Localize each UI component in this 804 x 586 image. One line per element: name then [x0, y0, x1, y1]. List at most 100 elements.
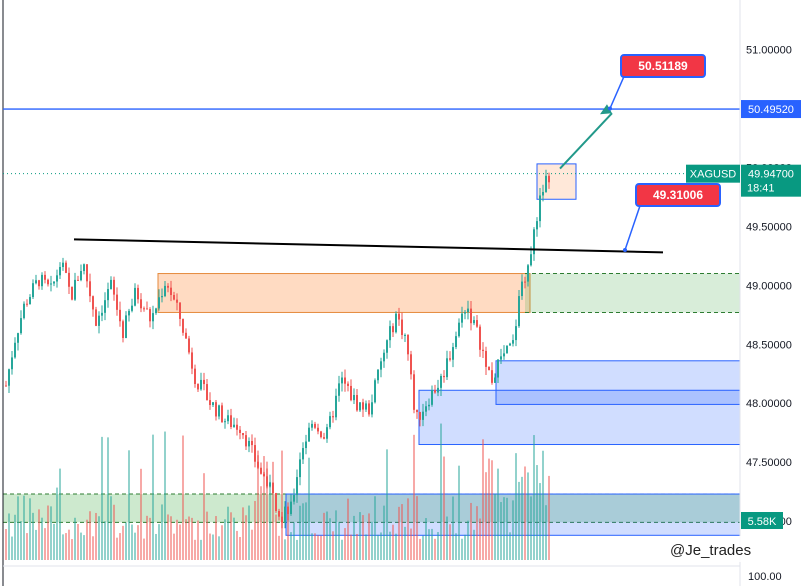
candle-body-94	[287, 506, 289, 515]
candle-body-79	[242, 432, 244, 436]
candle-body-52	[161, 296, 163, 298]
volume-bar-33	[104, 521, 106, 560]
candle-body-32	[101, 312, 103, 316]
candle-body-117	[356, 395, 358, 411]
volume-bar-65	[200, 539, 202, 560]
volume-bar-56	[173, 533, 175, 560]
volume-bar-160	[485, 472, 487, 560]
price-tag-value: 49.94700	[748, 169, 794, 181]
volume-bar-21	[68, 529, 70, 560]
volume-bar-150	[455, 533, 457, 560]
candle-body-54	[167, 285, 169, 288]
volume-bar-35	[110, 496, 112, 560]
blue-zone-1	[495, 360, 741, 405]
volume-bar-17	[56, 487, 58, 560]
volume-bar-36	[113, 504, 115, 560]
zones-layer	[3, 163, 741, 536]
candle-body-84	[257, 461, 259, 468]
volume-bar-161	[488, 458, 490, 560]
candle-body-56	[173, 295, 175, 300]
volume-bar-130	[395, 533, 397, 560]
volume-bar-154	[467, 520, 469, 560]
candle-body-174	[527, 265, 529, 282]
volume-tag	[741, 512, 783, 529]
volume-bar-79	[242, 507, 244, 560]
volume-bar-51	[158, 524, 160, 560]
candle-body-35	[110, 279, 112, 290]
candle-body-166	[503, 353, 505, 357]
volume-bar-129	[392, 524, 394, 560]
demand-zone-upper	[525, 273, 740, 313]
candle-body-57	[176, 299, 178, 303]
volume-bar-162	[491, 460, 493, 560]
candle-body-4	[17, 333, 19, 343]
candle-body-3	[14, 342, 16, 358]
target-callout-anchor	[608, 106, 612, 111]
candle-body-73	[224, 421, 226, 423]
demand-zone-lower	[3, 494, 740, 523]
volume-bar-34	[107, 437, 109, 560]
volume-bar-112	[341, 539, 343, 560]
candle-body-74	[227, 415, 229, 422]
target-callout-label: 50.51189	[638, 59, 688, 73]
volume-bar-94	[287, 513, 289, 560]
volume-bar-155	[470, 502, 472, 560]
volume-bar-153	[464, 534, 466, 560]
volume-bar-172	[521, 476, 523, 560]
volume-bar-140	[425, 518, 427, 560]
volume-bar-20	[65, 533, 67, 560]
volume-bar-106	[323, 512, 325, 560]
candle-body-119	[362, 402, 364, 410]
volume-bar-156	[473, 529, 475, 560]
candle-body-13	[44, 274, 46, 280]
volume-bar-4	[17, 496, 19, 560]
candle-body-44	[137, 287, 139, 300]
symbol-tag	[686, 164, 740, 183]
candle-body-120	[365, 403, 367, 410]
candle-body-153	[464, 312, 466, 314]
volume-bar-74	[227, 506, 229, 560]
volume-bar-98	[299, 505, 301, 560]
volume-bar-90	[275, 514, 277, 560]
candle-body-149	[452, 347, 454, 360]
candle-body-172	[521, 281, 523, 297]
volume-bar-114	[347, 498, 349, 560]
candle-body-106	[323, 437, 325, 439]
candle-body-114	[347, 383, 349, 386]
candle-body-71	[218, 405, 220, 417]
blue-zone-2	[418, 389, 741, 446]
supply-zone	[157, 273, 531, 313]
candle-body-88	[269, 482, 271, 487]
price-tick-3: 49.50000	[746, 221, 792, 233]
volume-bar-52	[161, 504, 163, 560]
volume-bar-131	[398, 506, 400, 560]
volume-bar-27	[86, 519, 88, 560]
candle-body-163	[494, 377, 496, 383]
candle-body-99	[302, 448, 304, 460]
candle-body-67	[206, 384, 208, 401]
volume-bar-85	[260, 486, 262, 560]
candle-body-40	[125, 315, 127, 338]
volume-bar-92	[281, 450, 283, 560]
candle-body-33	[104, 300, 106, 313]
volume-bar-176	[533, 435, 535, 560]
candle-body-87	[266, 476, 268, 487]
volume-bar-70	[215, 516, 217, 560]
volume-bar-62	[191, 517, 193, 560]
volume-bar-105	[320, 535, 322, 560]
candle-body-135	[410, 354, 412, 375]
volume-bar-115	[350, 534, 352, 560]
candle-body-154	[467, 308, 469, 313]
candle-body-63	[194, 368, 196, 384]
candle-body-16	[53, 281, 55, 284]
candle-body-100	[305, 441, 307, 449]
candle-body-9	[32, 283, 34, 298]
price-tag	[741, 164, 801, 197]
volume-bar-31	[98, 516, 100, 560]
volume-bar-29	[92, 536, 94, 560]
volume-bar-116	[353, 515, 355, 560]
volume-bar-104	[317, 535, 319, 560]
candle-body-23	[74, 279, 76, 300]
